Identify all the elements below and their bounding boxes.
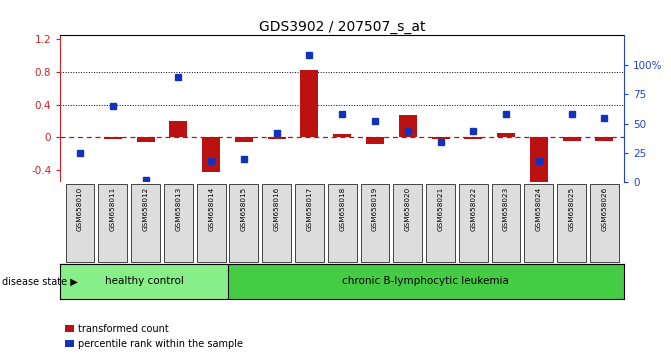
Bar [104,137,122,139]
Bar [562,137,580,141]
Text: GSM658012: GSM658012 [143,187,148,232]
Text: GSM658018: GSM658018 [340,187,345,232]
Text: GSM658020: GSM658020 [405,187,411,232]
Bar [137,137,154,142]
Bar [464,137,482,139]
Bar [426,184,455,262]
Bar [235,137,253,142]
Bar [595,137,613,141]
Bar [197,184,225,262]
Bar [360,184,389,262]
Bar [366,137,384,144]
Text: GSM658026: GSM658026 [601,187,607,232]
Text: disease state ▶: disease state ▶ [2,276,78,286]
Text: GSM658016: GSM658016 [274,187,280,232]
Text: healthy control: healthy control [105,276,183,286]
Bar [431,137,450,139]
Bar [525,184,554,262]
Bar [229,184,258,262]
Bar [497,132,515,137]
Bar [169,121,187,137]
Bar [60,264,227,299]
Bar [399,115,417,137]
Text: GSM658023: GSM658023 [503,187,509,232]
Text: GSM658017: GSM658017 [307,187,313,232]
Bar [328,184,356,262]
Text: GSM658015: GSM658015 [241,187,247,232]
Text: GSM658021: GSM658021 [437,187,444,232]
Text: GSM658010: GSM658010 [77,187,83,232]
Bar [227,264,624,299]
Text: GSM658013: GSM658013 [175,187,181,232]
Bar [301,70,319,137]
Bar [66,184,95,262]
Legend: transformed count, percentile rank within the sample: transformed count, percentile rank withi… [65,324,243,349]
Bar [590,184,619,262]
Bar [202,137,220,172]
Bar [557,184,586,262]
Bar [393,184,422,262]
Text: GSM658024: GSM658024 [536,187,541,232]
Bar [99,184,127,262]
Bar [262,184,291,262]
Bar [459,184,488,262]
Text: GSM658014: GSM658014 [208,187,214,232]
Text: GSM658011: GSM658011 [110,187,116,232]
Title: GDS3902 / 207507_s_at: GDS3902 / 207507_s_at [259,21,425,34]
Bar [333,134,351,137]
Text: GSM658019: GSM658019 [372,187,378,232]
Text: chronic B-lymphocytic leukemia: chronic B-lymphocytic leukemia [342,276,509,286]
Bar [268,137,286,139]
Bar [131,184,160,262]
Text: GSM658025: GSM658025 [568,187,574,232]
Bar [295,184,324,262]
Text: GSM658022: GSM658022 [470,187,476,232]
Bar [492,184,521,262]
Bar [530,137,548,183]
Bar [164,184,193,262]
